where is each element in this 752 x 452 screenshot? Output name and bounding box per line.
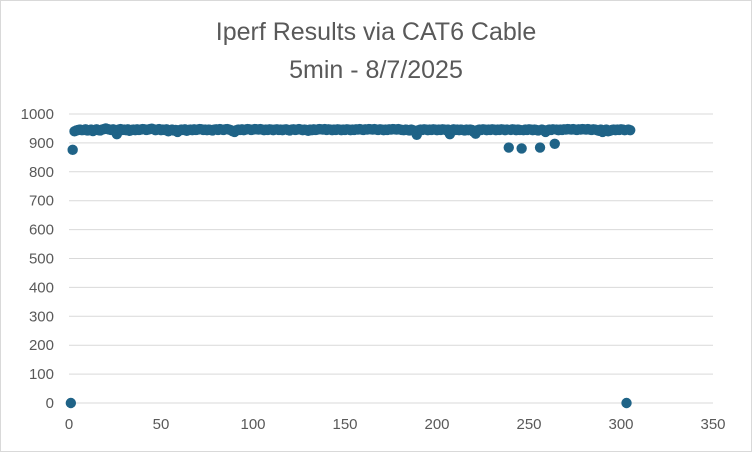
x-tick-label: 50: [153, 416, 170, 433]
y-tick-label: 500: [29, 251, 54, 268]
x-tick-label: 250: [516, 416, 541, 433]
gridlines: [69, 113, 713, 404]
x-axis-ticks: 0 50 100 150 200 250 300 350: [65, 416, 726, 433]
y-tick-label: 100: [29, 366, 54, 383]
x-tick-label: 350: [700, 416, 725, 433]
chart-subtitle: 5min - 8/7/2025: [289, 56, 463, 84]
data-point: [621, 397, 632, 409]
data-point: [67, 144, 78, 156]
data-points: [65, 123, 636, 409]
data-point: [516, 143, 527, 154]
x-tick-label: 0: [65, 416, 73, 433]
x-tick-label: 200: [424, 416, 449, 433]
chart-title: Iperf Results via CAT6 Cable: [215, 18, 537, 46]
data-point: [65, 397, 77, 409]
data-point: [503, 142, 514, 153]
x-tick-label: 100: [240, 416, 265, 433]
y-tick-label: 800: [29, 164, 54, 181]
y-tick-label: 600: [29, 222, 54, 239]
y-axis-ticks: 0 100 200 300 400 500 600 700 800 900 1000: [21, 106, 54, 412]
y-tick-label: 1000: [21, 106, 54, 123]
y-tick-label: 300: [29, 308, 54, 325]
x-tick-label: 150: [332, 416, 357, 433]
data-point: [534, 142, 546, 153]
data-point: [549, 138, 560, 149]
y-tick-label: 900: [29, 135, 54, 152]
x-tick-label: 300: [608, 416, 633, 433]
y-tick-label: 0: [46, 395, 54, 412]
y-tick-label: 400: [29, 279, 54, 296]
y-tick-label: 200: [29, 337, 54, 354]
data-point: [625, 124, 636, 136]
y-tick-label: 700: [29, 193, 54, 210]
